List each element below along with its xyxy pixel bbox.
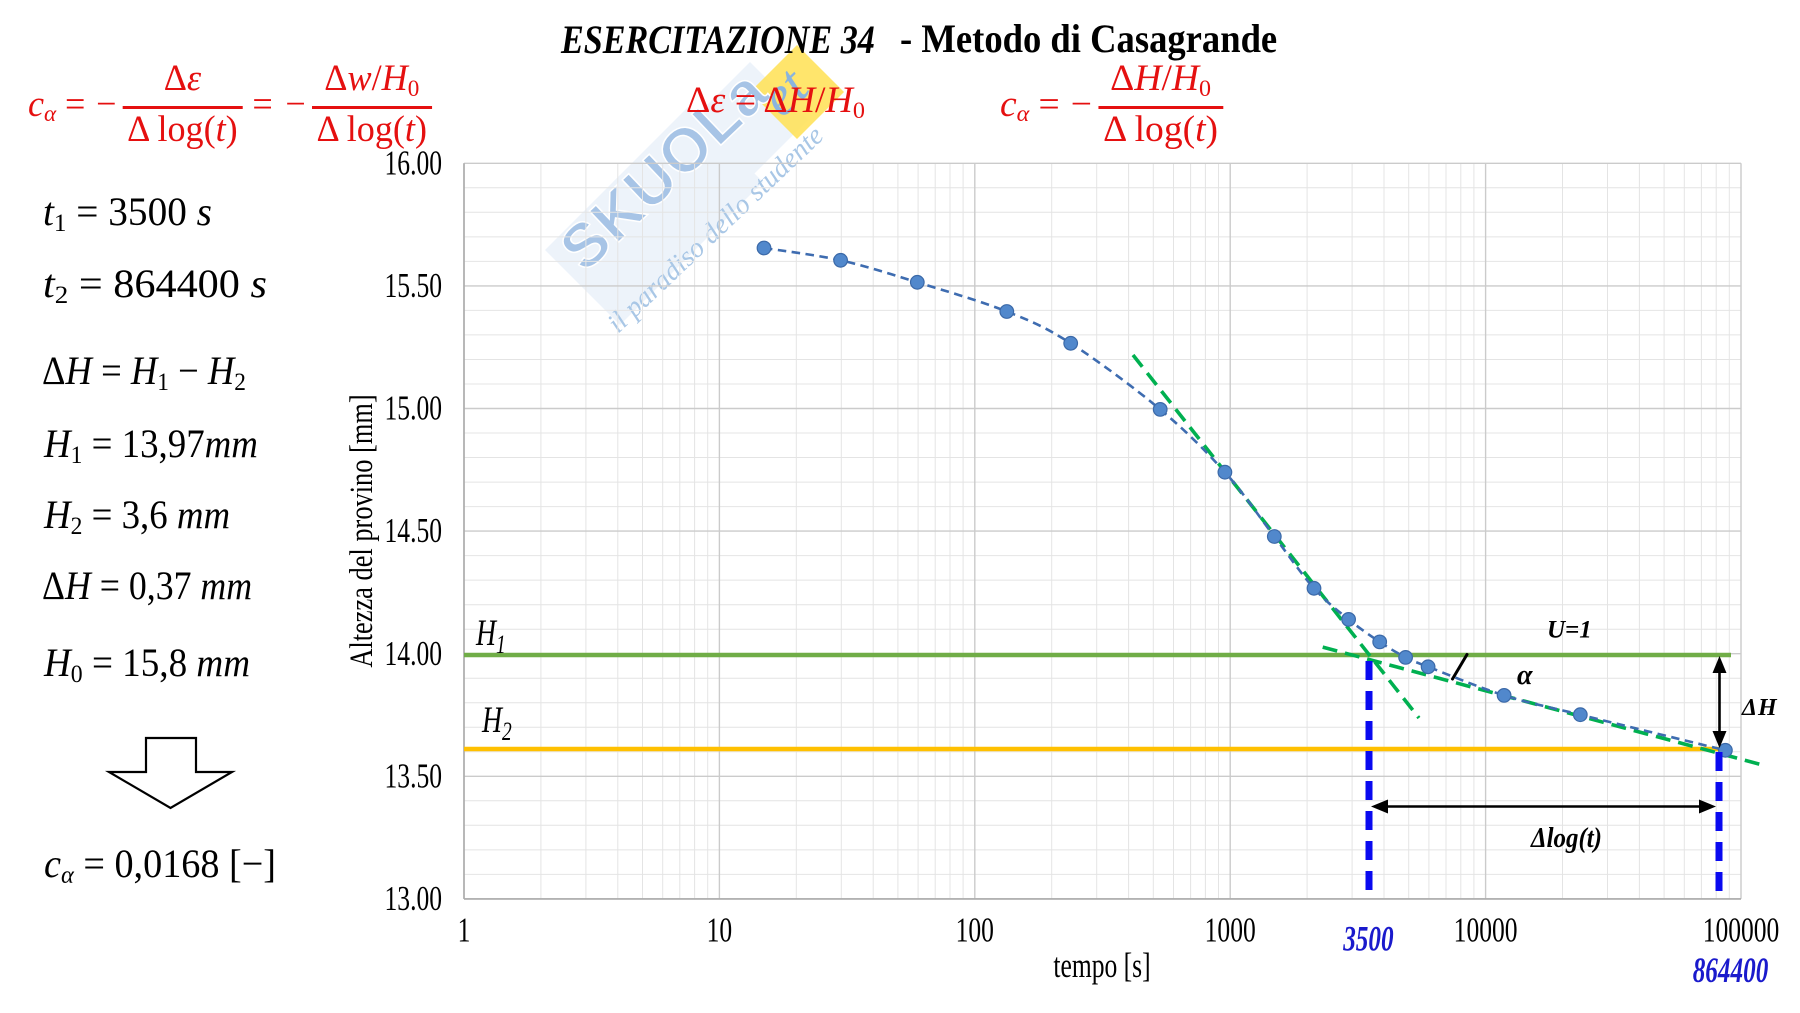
- svg-text:15.00: 15.00: [385, 389, 442, 428]
- svg-text:1000: 1000: [1205, 911, 1256, 950]
- svg-text:10000: 10000: [1454, 911, 1518, 950]
- svg-text:tempo [s]: tempo [s]: [1053, 946, 1150, 985]
- svg-text:3500: 3500: [1342, 918, 1393, 959]
- svg-text:Δlog(t): Δlog(t): [1530, 822, 1602, 854]
- svg-text:864400: 864400: [1693, 950, 1769, 991]
- svg-text:14.00: 14.00: [385, 634, 442, 673]
- svg-text:14.50: 14.50: [385, 511, 442, 550]
- svg-text:15.50: 15.50: [385, 266, 442, 305]
- svg-text:100000: 100000: [1703, 911, 1780, 950]
- svg-text:H2: H2: [481, 700, 512, 745]
- svg-text:Altezza del provino [mm]: Altezza del provino [mm]: [343, 394, 379, 667]
- svg-text:ΔH: ΔH: [1741, 695, 1778, 721]
- svg-text:16.00: 16.00: [385, 144, 442, 183]
- svg-text:α: α: [1517, 660, 1533, 691]
- svg-text:H1: H1: [475, 613, 506, 658]
- svg-text:10: 10: [707, 911, 733, 950]
- svg-text:1: 1: [458, 911, 471, 950]
- svg-text:100: 100: [956, 911, 994, 950]
- svg-text:U=1: U=1: [1547, 617, 1592, 644]
- svg-text:13.00: 13.00: [385, 879, 442, 918]
- svg-text:13.50: 13.50: [385, 757, 442, 796]
